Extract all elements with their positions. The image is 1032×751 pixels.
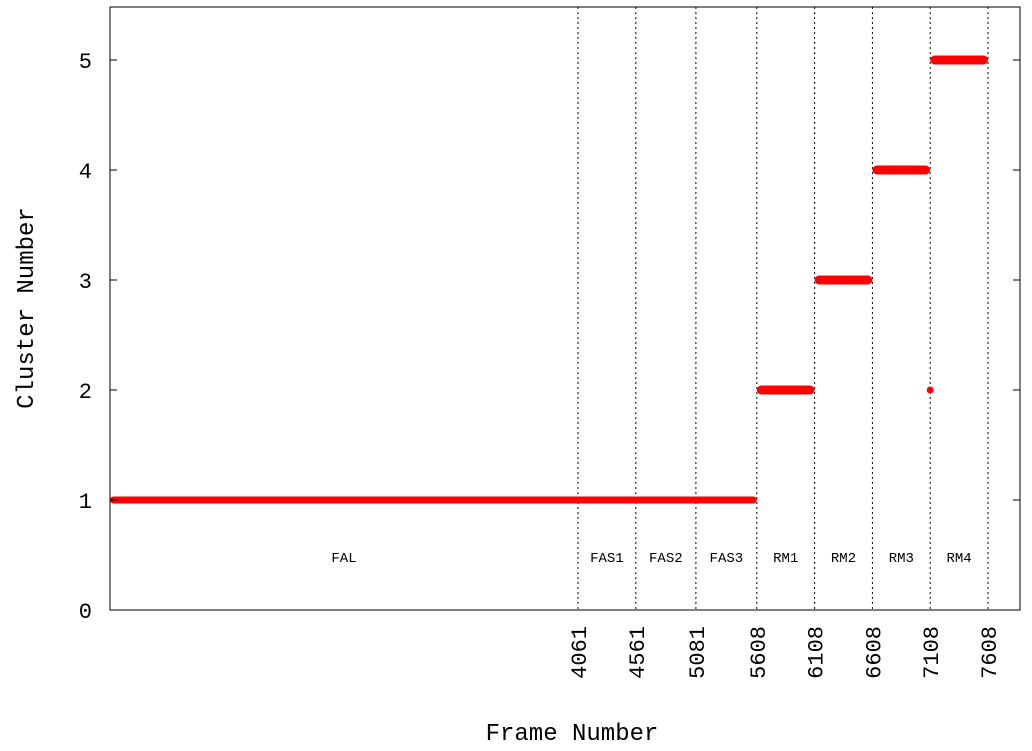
x-tick-label-7608: 7608 xyxy=(978,626,1003,679)
data-series xyxy=(110,55,988,504)
y-tick-label-1: 1 xyxy=(79,490,92,515)
y-tick-label-4: 4 xyxy=(79,160,92,185)
segment-labels: FAL FAS1 FAS2 FAS3 RM1 RM2 RM3 RM4 xyxy=(331,551,971,567)
x-axis-label: Frame Number xyxy=(486,721,659,748)
data-run-cluster-5-5 xyxy=(930,55,988,65)
data-run-cluster-1-0 xyxy=(110,496,757,504)
y-axis-label: Cluster Number xyxy=(14,207,41,409)
segment-label-rm4: RM4 xyxy=(946,551,971,567)
segment-label-fas3: FAS3 xyxy=(710,551,744,567)
data-run-cluster-4-3 xyxy=(872,165,931,175)
x-axis: 4061 4561 5081 5608 6108 6608 7108 7608 xyxy=(568,626,1003,679)
x-tick-label-6608: 6608 xyxy=(862,626,887,679)
data-run-cluster-2-1 xyxy=(756,385,815,395)
grid-lines xyxy=(577,7,989,610)
plot-frame xyxy=(109,6,1021,611)
y-tick-label-0: 0 xyxy=(79,600,92,625)
x-tick-label-4061: 4061 xyxy=(568,626,593,679)
y-tick-label-5: 5 xyxy=(79,50,92,75)
y-tick-label-2: 2 xyxy=(79,380,92,405)
segment-label-rm3: RM3 xyxy=(889,551,914,567)
segment-label-fas1: FAS1 xyxy=(590,551,624,567)
segment-label-rm2: RM2 xyxy=(831,551,856,567)
data-point-cluster-2-4 xyxy=(926,386,934,394)
x-tick-label-5608: 5608 xyxy=(747,626,772,679)
segment-label-fas2: FAS2 xyxy=(649,551,683,567)
y-tick-label-3: 3 xyxy=(79,270,92,295)
x-tick-label-7108: 7108 xyxy=(920,626,945,679)
y-axis: 0 1 2 3 4 5 xyxy=(79,50,1020,625)
x-tick-label-4561: 4561 xyxy=(626,626,651,679)
x-tick-label-5081: 5081 xyxy=(686,626,711,679)
segment-label-rm1: RM1 xyxy=(773,551,798,567)
data-run-cluster-3-2 xyxy=(814,275,873,285)
segment-label-fal: FAL xyxy=(331,551,356,567)
x-tick-label-6108: 6108 xyxy=(805,626,830,679)
